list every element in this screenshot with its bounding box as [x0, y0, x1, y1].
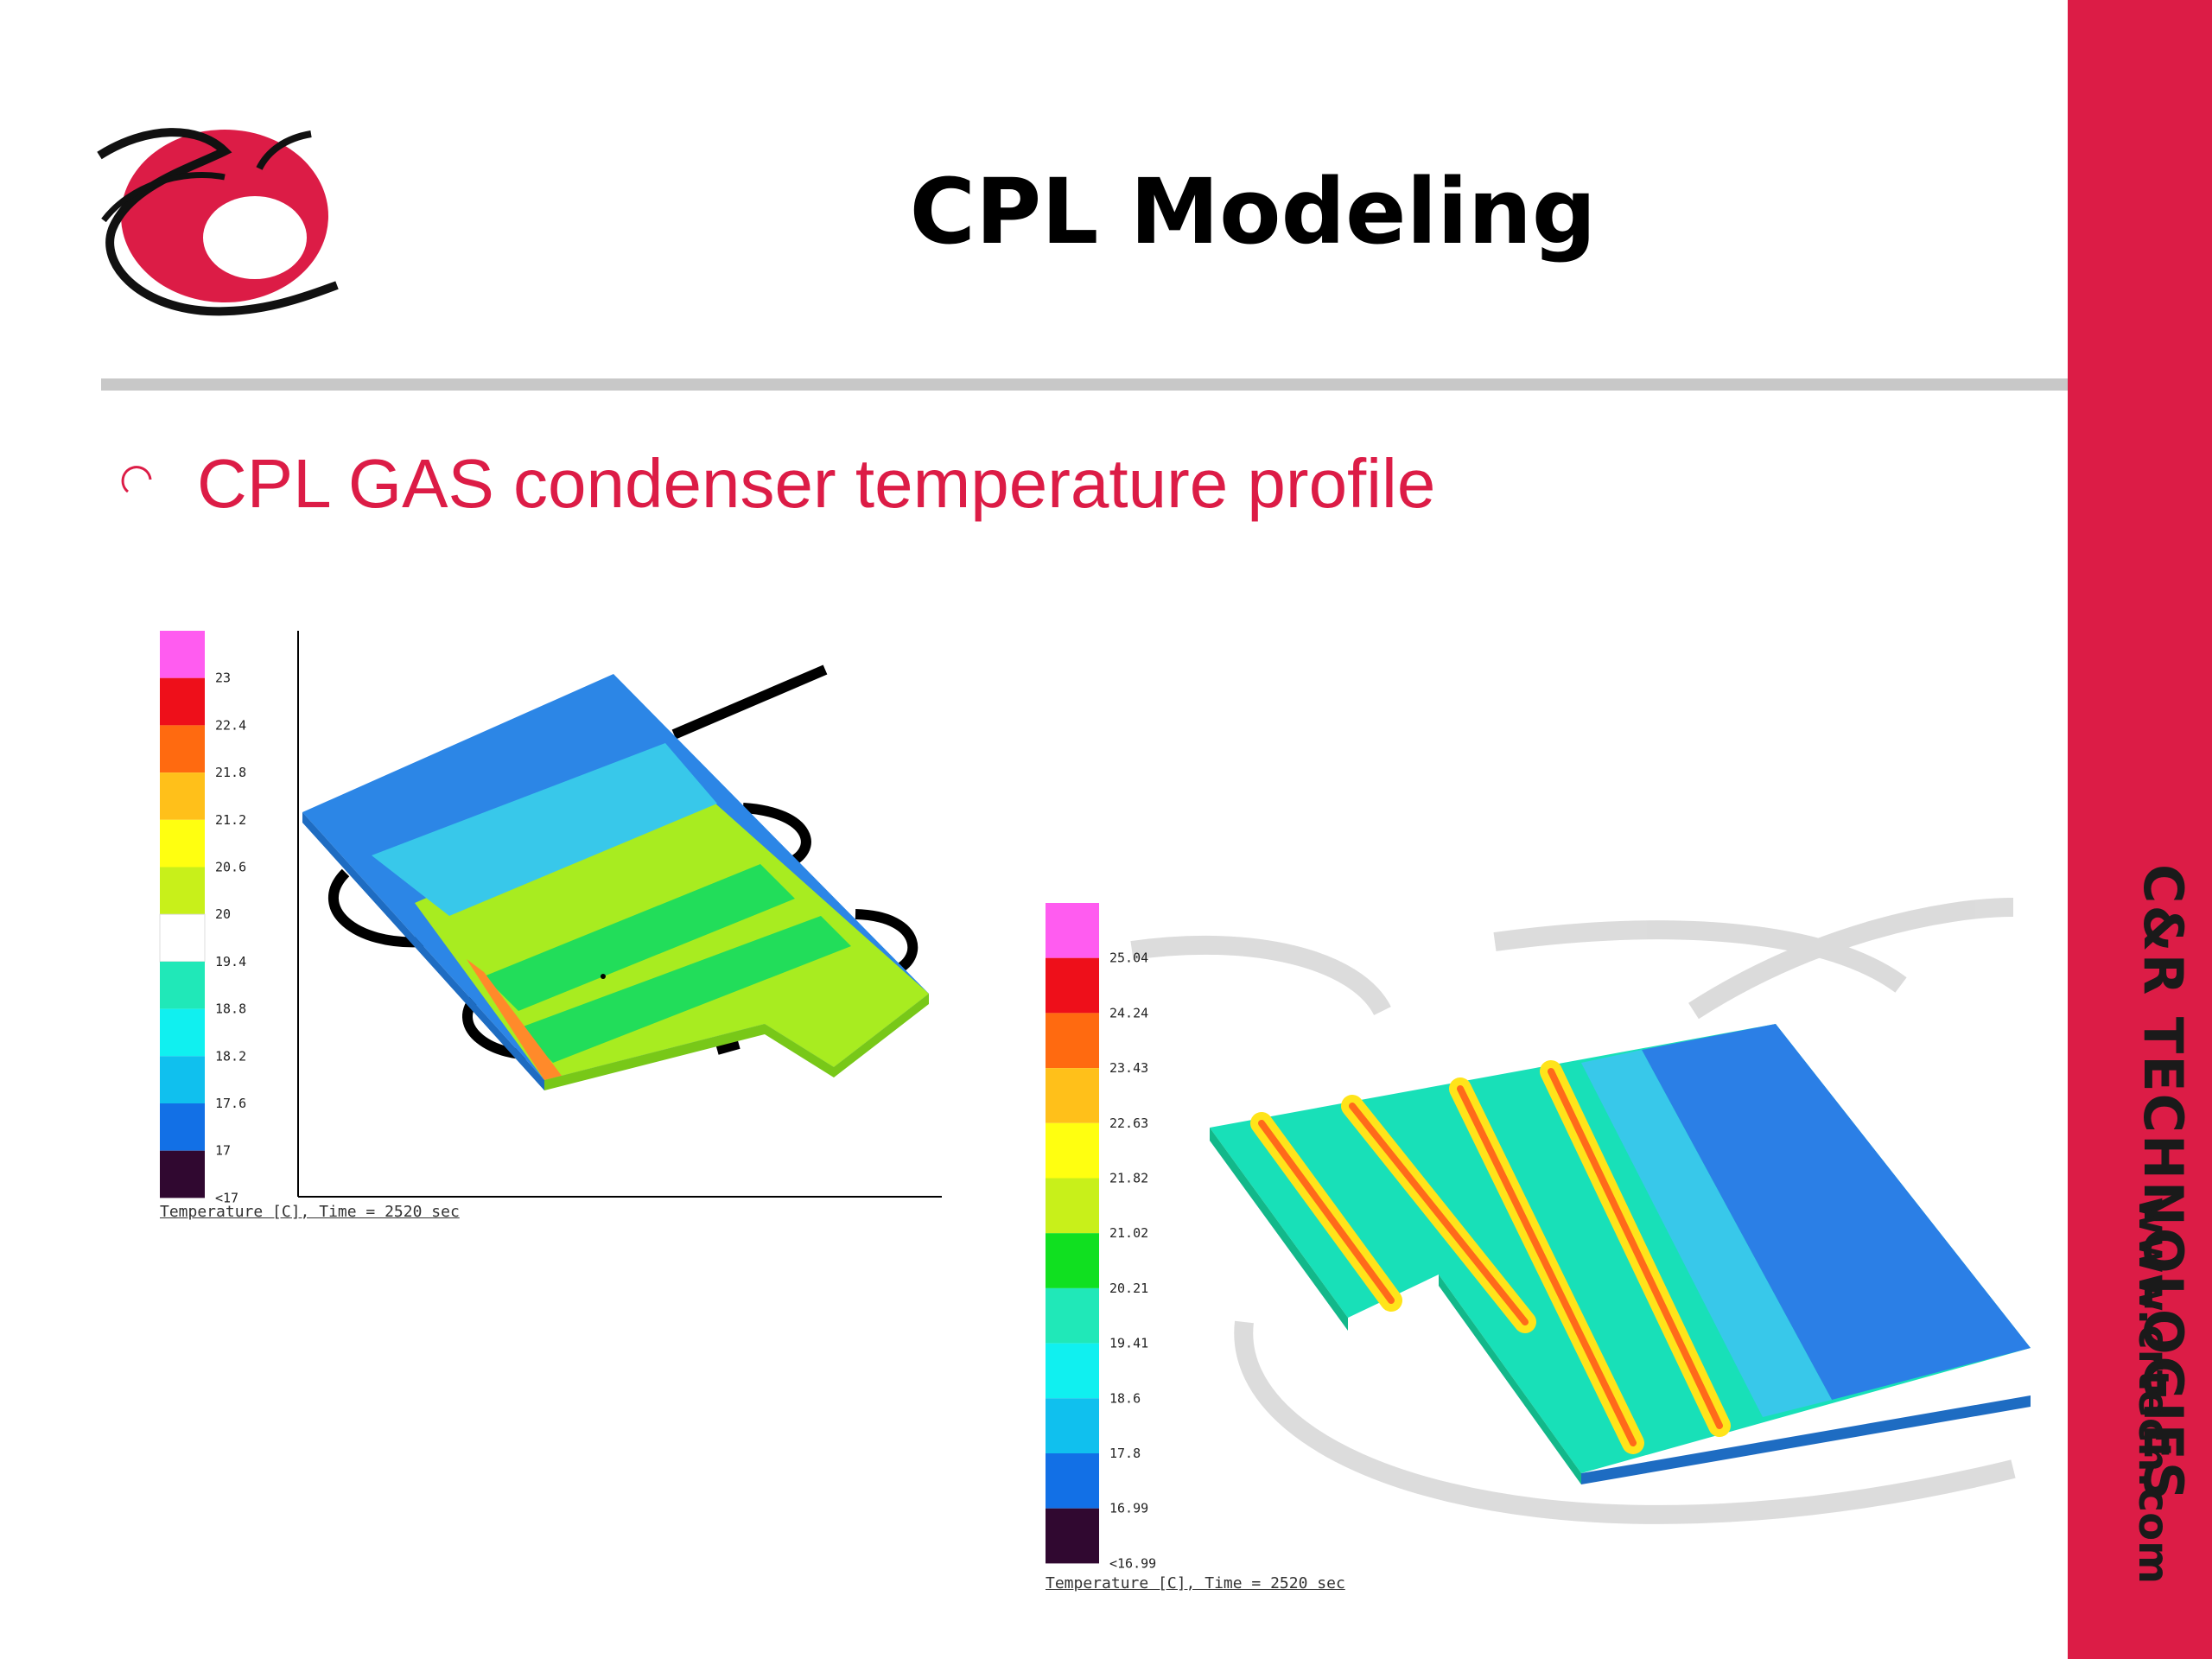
- legend-swatch: [160, 677, 205, 726]
- legend-label: 22.63: [1109, 1116, 1148, 1131]
- legend-label: 23: [215, 671, 231, 686]
- open-circle-bullet-icon: [121, 466, 152, 493]
- legend-swatch: [1046, 903, 1099, 958]
- legend-label: <17: [215, 1190, 238, 1205]
- legend-swatch: [1046, 957, 1099, 1014]
- legend-swatch: [1046, 1013, 1099, 1069]
- legend-swatch: [160, 725, 205, 773]
- figure-1: 23 22.4 21.8 21.2 20.6 20 19.4 18.8 18.2 17.6 17 <1…: [159, 631, 942, 1205]
- bullet-text: CPL GAS condenser temperature profile: [197, 445, 1436, 522]
- title-divider: [101, 378, 2069, 391]
- legend-label: 18.2: [215, 1048, 246, 1064]
- legend-label: 17.8: [1109, 1446, 1141, 1461]
- legend-swatch: [159, 913, 206, 963]
- legend-swatch: [160, 1056, 205, 1103]
- legend-swatch: [160, 1150, 205, 1198]
- legend-swatch: [160, 1008, 205, 1057]
- legend-1: 23 22.4 21.8 21.2 20.6 20 19.4 18.8 18.2 17.6 17 <1…: [159, 631, 246, 1205]
- legend-swatch: [1046, 1287, 1099, 1344]
- legend-label: 25.04: [1109, 950, 1148, 966]
- legend-swatch: [160, 1103, 205, 1151]
- figure-2-caption: Temperature [C], Time = 2520 sec: [1046, 1574, 1345, 1592]
- legend-swatch: [1046, 1233, 1099, 1288]
- legend-swatch: [1046, 1343, 1099, 1399]
- legend-label: 20.21: [1109, 1281, 1148, 1296]
- legend-swatch: [160, 819, 205, 868]
- legend-label: 24.24: [1109, 1005, 1148, 1020]
- legend-label: 20.6: [215, 860, 246, 875]
- cr-logo: [97, 128, 339, 316]
- legend-label: 21.8: [215, 765, 246, 780]
- background-swirl: [1130, 898, 2016, 1524]
- legend-label: 18.6: [1109, 1390, 1141, 1406]
- brand-band: [2068, 0, 2212, 1659]
- slide-title: CPL Modeling: [909, 159, 1597, 264]
- legend-label: 20: [215, 906, 231, 922]
- legend-swatch: [160, 631, 205, 678]
- figure-1-caption: Temperature [C], Time = 2520 sec: [160, 1203, 460, 1221]
- legend-label: 18.8: [215, 1001, 246, 1017]
- legend-label: <16.99: [1109, 1555, 1156, 1571]
- legend-swatch: [1046, 1508, 1099, 1564]
- legend-label: 21.02: [1109, 1225, 1148, 1241]
- legend-swatch: [1046, 1122, 1099, 1179]
- legend-label: 17.6: [215, 1096, 246, 1111]
- legend-swatch: [160, 961, 205, 1009]
- legend-swatch: [1046, 1178, 1099, 1234]
- legend-label: 17: [215, 1143, 231, 1159]
- legend-label: 23.43: [1109, 1060, 1148, 1076]
- figure-2: 25.04 24.24 23.43 22.63 21.82 21.02 20.21 19.41…: [1046, 903, 2031, 1571]
- legend-label: 19.4: [215, 954, 246, 969]
- legend-swatch: [1046, 1068, 1099, 1123]
- legend-label: 22.4: [215, 717, 246, 733]
- legend-swatch: [160, 867, 205, 915]
- legend-swatch: [1046, 1398, 1099, 1453]
- legend-swatch: [160, 772, 205, 820]
- legend-label: 21.2: [215, 812, 246, 828]
- legend-2: 25.04 24.24 23.43 22.63 21.82 21.02 20.21 19.41…: [1046, 903, 1156, 1571]
- legend-label: 16.99: [1109, 1501, 1148, 1516]
- legend-swatch: [1046, 1453, 1099, 1509]
- legend-label: 21.82: [1109, 1171, 1148, 1186]
- legend-label: 19.41: [1109, 1336, 1148, 1351]
